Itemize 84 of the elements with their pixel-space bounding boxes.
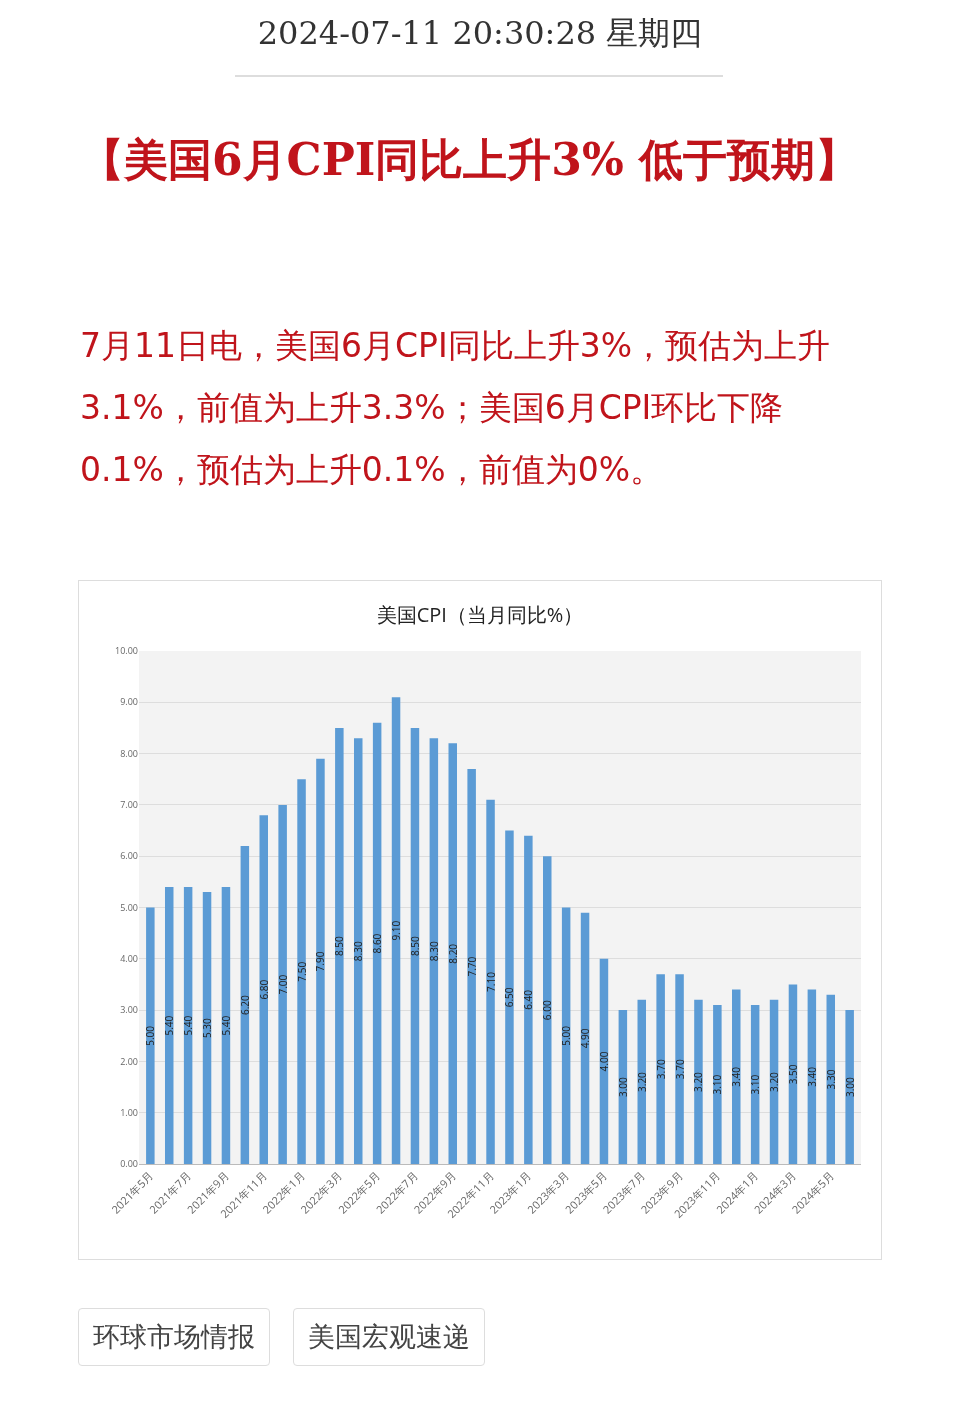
bar: [713, 1004, 722, 1164]
bar: [410, 727, 420, 1164]
data-label: 5.30: [200, 1018, 215, 1039]
chart-title: 美国CPI（当月同比%）: [376, 601, 584, 629]
bar: [561, 907, 571, 1164]
y-tick-label: 10.00: [115, 644, 138, 658]
data-label: 3.40: [729, 1066, 744, 1087]
bar: [202, 892, 212, 1164]
bar: [221, 886, 231, 1164]
y-tick-label: 5.00: [120, 900, 138, 914]
data-label: 8.30: [426, 941, 441, 962]
data-label: 7.50: [294, 961, 309, 982]
data-label: 7.00: [275, 974, 290, 995]
bar: [335, 727, 344, 1164]
data-label: 3.40: [804, 1066, 819, 1087]
data-label: 3.10: [748, 1074, 763, 1095]
y-tick-label: 7.00: [120, 798, 138, 812]
data-label: 5.40: [162, 1015, 177, 1036]
bar: [240, 845, 250, 1164]
data-label: 5.40: [181, 1015, 196, 1036]
data-label: 5.00: [559, 1025, 574, 1046]
y-tick-label: 8.00: [120, 746, 138, 760]
data-label: 3.70: [672, 1059, 687, 1080]
data-label: 7.10: [483, 971, 498, 992]
bar: [448, 743, 457, 1164]
text: 美国宏观速递: [293, 1308, 485, 1366]
bar: [353, 738, 363, 1164]
y-tick-label: 4.00: [120, 951, 138, 965]
bar: [732, 989, 741, 1164]
bar: [505, 830, 514, 1164]
data-label: 6.80: [256, 979, 271, 1000]
data-label: 8.50: [332, 935, 347, 957]
bar: [391, 697, 401, 1164]
bar: [524, 835, 533, 1164]
bar: [164, 886, 174, 1164]
bar: [259, 815, 268, 1164]
bar: [694, 999, 703, 1164]
y-tick-label: 0.00: [120, 1157, 138, 1171]
data-label: 4.00: [596, 1051, 611, 1072]
data-label: 3.00: [842, 1077, 857, 1098]
bar: [316, 758, 325, 1164]
data-label: 8.30: [351, 941, 366, 962]
bar: [372, 722, 382, 1164]
data-label: 6.00: [540, 1000, 555, 1021]
text: 7月11日电，美国6月CPI同比上升3%，预估为上升3.1%，前值为上升3.3%；美国6月CPI环比下降0.1%，预估为上升0.1%，前值为0%。: [80, 325, 831, 491]
data-label: 7.90: [313, 951, 328, 972]
bar: [656, 974, 665, 1164]
text: 【美国6月CPI同比上升3% 低于预期】: [80, 133, 861, 187]
data-label: 3.20: [634, 1071, 649, 1092]
data-label: 8.20: [445, 943, 460, 964]
bar: [278, 804, 287, 1164]
bar: [486, 799, 495, 1164]
data-label: 5.40: [218, 1015, 233, 1036]
data-label: 3.10: [710, 1074, 725, 1095]
bar: [183, 886, 193, 1164]
bar: [543, 856, 552, 1164]
bar: [467, 768, 476, 1164]
data-label: 6.40: [521, 989, 536, 1010]
bar: [429, 738, 439, 1164]
data-label: 5.00: [143, 1025, 158, 1046]
data-label: 3.50: [785, 1064, 800, 1085]
y-tick-label: 6.00: [120, 849, 138, 863]
bar: [845, 1010, 854, 1164]
text: 2024-07-11 20:30:28 星期四: [256, 13, 704, 54]
data-label: 6.50: [502, 987, 517, 1008]
data-label: 3.30: [823, 1069, 838, 1090]
bar: [146, 907, 155, 1164]
data-label: 4.90: [578, 1028, 593, 1049]
data-label: 6.20: [237, 994, 252, 1015]
data-label: 8.50: [407, 935, 422, 957]
data-label: 9.10: [389, 920, 404, 941]
data-label: 7.70: [464, 956, 479, 977]
data-label: 3.20: [767, 1071, 782, 1092]
data-label: 3.70: [653, 1059, 668, 1080]
data-label: 3.00: [615, 1077, 630, 1098]
data-label: 3.20: [691, 1071, 706, 1092]
text: 环球市场情报: [78, 1308, 270, 1366]
y-tick-label: 1.00: [120, 1105, 138, 1119]
bar: [675, 974, 684, 1164]
bar: [297, 779, 306, 1164]
data-label: 8.60: [370, 933, 385, 954]
y-tick-label: 9.00: [120, 695, 138, 709]
y-tick-label: 3.00: [120, 1003, 138, 1017]
y-tick-label: 2.00: [120, 1054, 138, 1068]
